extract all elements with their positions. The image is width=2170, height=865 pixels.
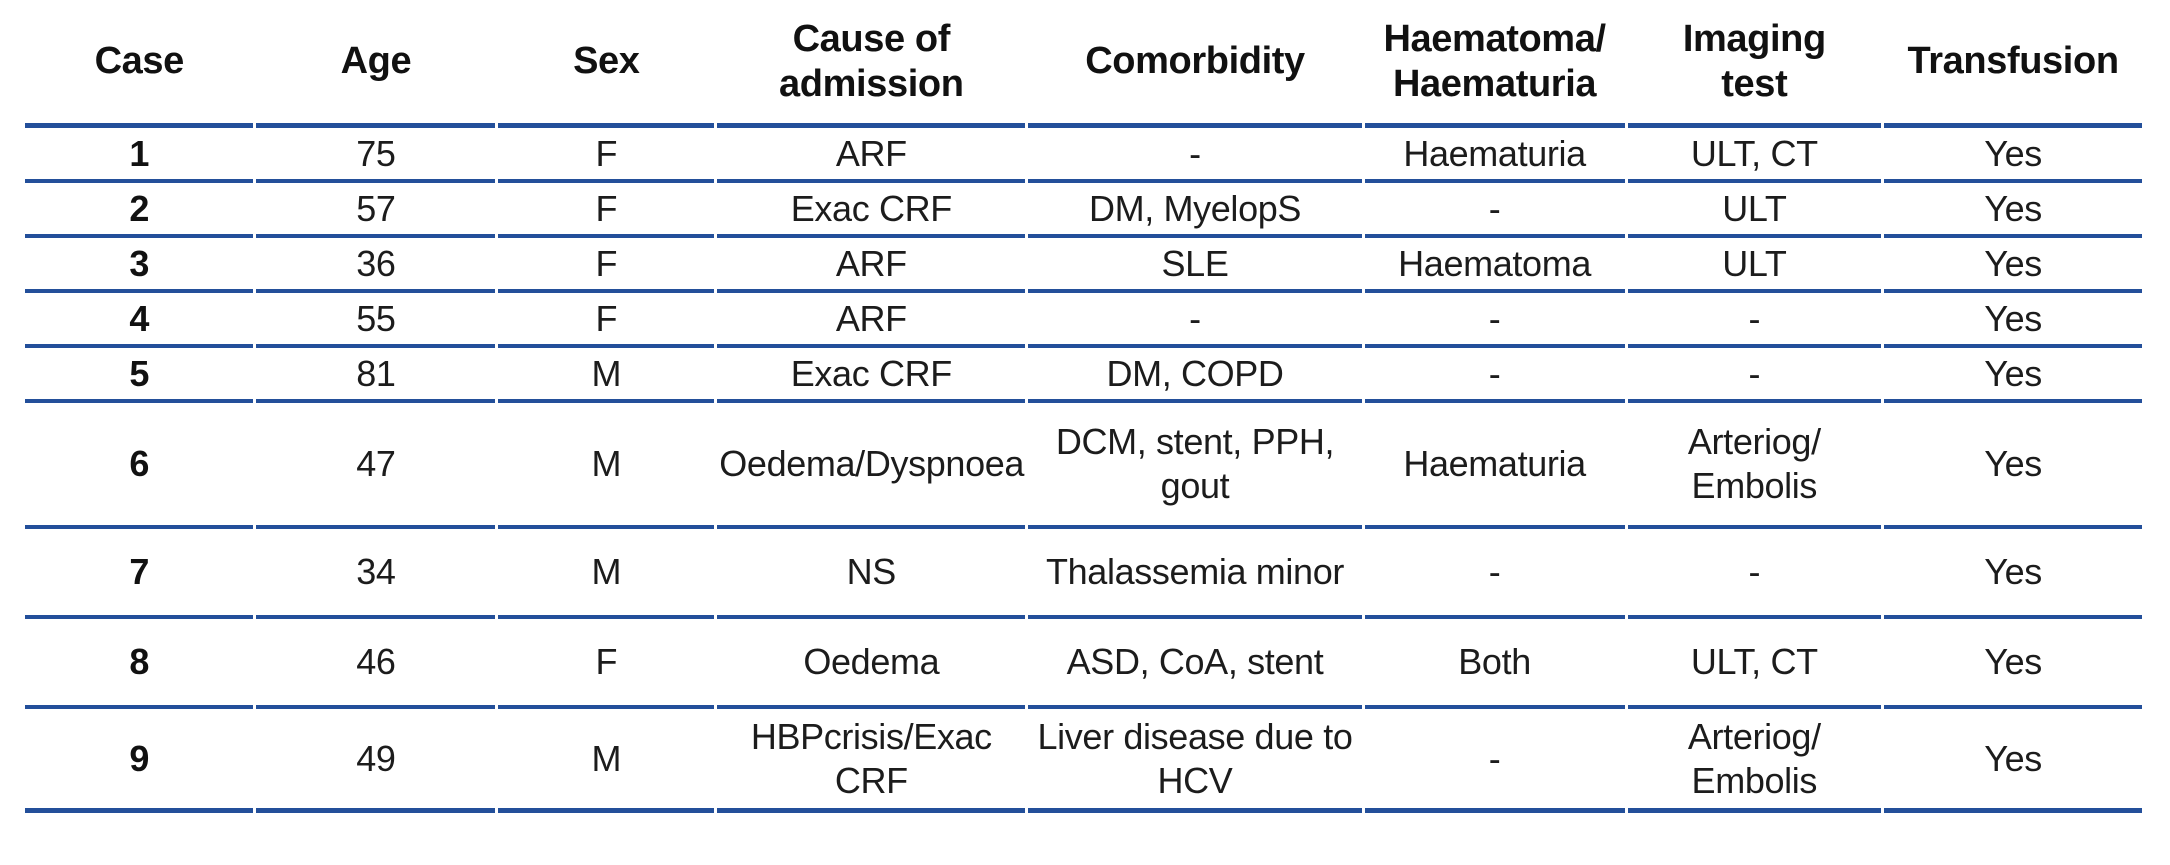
cell-sex: F — [498, 183, 715, 238]
patient-cases-table: Case Age Sex Cause of admission Comorbidity H… — [22, 0, 2145, 813]
column-header-imaging_test: Imaging test — [1627, 0, 1882, 128]
cell-transfusion: Yes — [1884, 183, 2142, 238]
cell-transfusion: Yes — [1884, 238, 2142, 293]
cell-haematoma_haematuria: - — [1364, 709, 1625, 813]
cell-transfusion: Yes — [1884, 293, 2142, 348]
cell-cause_of_admission: ARF — [717, 238, 1026, 293]
cell-imaging_test: - — [1627, 348, 1882, 403]
table-row: 1 75 F ARF - Haematuria ULT, CT Yes — [25, 128, 2142, 183]
cell-comorbidity: DM, COPD — [1028, 348, 1362, 403]
cell-comorbidity: Liver disease due to HCV — [1028, 709, 1362, 813]
cell-cause_of_admission: Oedema/Dyspnoea — [717, 403, 1026, 529]
case-number-cell: 8 — [25, 619, 254, 709]
cell-transfusion: Yes — [1884, 529, 2142, 619]
column-header-transfusion: Transfusion — [1884, 0, 2142, 128]
cell-cause_of_admission: Exac CRF — [717, 183, 1026, 238]
cell-haematoma_haematuria: - — [1364, 183, 1625, 238]
cell-age: 46 — [256, 619, 496, 709]
cell-cause_of_admission: Exac CRF — [717, 348, 1026, 403]
table-row: 2 57 F Exac CRF DM, MyelopS - ULT Yes — [25, 183, 2142, 238]
cell-haematoma_haematuria: - — [1364, 529, 1625, 619]
cell-age: 47 — [256, 403, 496, 529]
table-row: 6 47 M Oedema/Dyspnoea DCM, stent, PPH, gout… — [25, 403, 2142, 529]
cell-imaging_test: - — [1627, 529, 1882, 619]
cell-age: 34 — [256, 529, 496, 619]
column-header-haematoma_haematuria: Haematoma/ Haematuria — [1364, 0, 1625, 128]
cell-cause_of_admission: NS — [717, 529, 1026, 619]
cell-imaging_test: Arteriog/ Embolis — [1627, 709, 1882, 813]
cell-comorbidity: ASD, CoA, stent — [1028, 619, 1362, 709]
cell-age: 81 — [256, 348, 496, 403]
table-header-row: Case Age Sex Cause of admission Comorbidity H… — [25, 0, 2142, 128]
patient-cases-table-container: Case Age Sex Cause of admission Comorbidity H… — [22, 0, 2145, 813]
cell-age: 57 — [256, 183, 496, 238]
column-header-cause_of_admission: Cause of admission — [717, 0, 1026, 128]
cell-transfusion: Yes — [1884, 128, 2142, 183]
cell-haematoma_haematuria: Haematoma — [1364, 238, 1625, 293]
case-number-cell: 1 — [25, 128, 254, 183]
cell-imaging_test: ULT — [1627, 238, 1882, 293]
cell-haematoma_haematuria: - — [1364, 293, 1625, 348]
case-number-cell: 5 — [25, 348, 254, 403]
table-row: 9 49 M HBPcrisis/Exac CRF Liver disease due … — [25, 709, 2142, 813]
cell-cause_of_admission: ARF — [717, 128, 1026, 183]
case-number-cell: 7 — [25, 529, 254, 619]
cell-comorbidity: DM, MyelopS — [1028, 183, 1362, 238]
cell-sex: F — [498, 619, 715, 709]
cell-sex: F — [498, 238, 715, 293]
cell-imaging_test: ULT — [1627, 183, 1882, 238]
cell-sex: M — [498, 403, 715, 529]
cell-sex: M — [498, 348, 715, 403]
cell-cause_of_admission: Oedema — [717, 619, 1026, 709]
cell-sex: F — [498, 293, 715, 348]
cell-haematoma_haematuria: - — [1364, 348, 1625, 403]
table-row: 7 34 M NS Thalassemia minor - - Yes — [25, 529, 2142, 619]
cell-comorbidity: Thalassemia minor — [1028, 529, 1362, 619]
case-number-cell: 9 — [25, 709, 254, 813]
cell-transfusion: Yes — [1884, 403, 2142, 529]
column-header-case: Case — [25, 0, 254, 128]
cell-haematoma_haematuria: Haematuria — [1364, 403, 1625, 529]
cell-transfusion: Yes — [1884, 348, 2142, 403]
cell-age: 55 — [256, 293, 496, 348]
cell-sex: M — [498, 529, 715, 619]
table-row: 4 55 F ARF - - - Yes — [25, 293, 2142, 348]
cell-transfusion: Yes — [1884, 619, 2142, 709]
cell-imaging_test: Arteriog/ Embolis — [1627, 403, 1882, 529]
cell-cause_of_admission: HBPcrisis/Exac CRF — [717, 709, 1026, 813]
cell-cause_of_admission: ARF — [717, 293, 1026, 348]
column-header-age: Age — [256, 0, 496, 128]
cell-comorbidity: - — [1028, 293, 1362, 348]
cell-age: 75 — [256, 128, 496, 183]
cell-imaging_test: ULT, CT — [1627, 128, 1882, 183]
cell-haematoma_haematuria: Both — [1364, 619, 1625, 709]
table-row: 8 46 F Oedema ASD, CoA, stent Both ULT, CT Yes — [25, 619, 2142, 709]
cell-sex: M — [498, 709, 715, 813]
cell-comorbidity: SLE — [1028, 238, 1362, 293]
case-number-cell: 6 — [25, 403, 254, 529]
case-number-cell: 4 — [25, 293, 254, 348]
cell-imaging_test: - — [1627, 293, 1882, 348]
cell-age: 49 — [256, 709, 496, 813]
table-row: 3 36 F ARF SLE Haematoma ULT Yes — [25, 238, 2142, 293]
cell-comorbidity: DCM, stent, PPH, gout — [1028, 403, 1362, 529]
column-header-sex: Sex — [498, 0, 715, 128]
cell-imaging_test: ULT, CT — [1627, 619, 1882, 709]
case-number-cell: 2 — [25, 183, 254, 238]
cell-transfusion: Yes — [1884, 709, 2142, 813]
column-header-comorbidity: Comorbidity — [1028, 0, 1362, 128]
table-row: 5 81 M Exac CRF DM, COPD - - Yes — [25, 348, 2142, 403]
cell-age: 36 — [256, 238, 496, 293]
cell-sex: F — [498, 128, 715, 183]
cell-haematoma_haematuria: Haematuria — [1364, 128, 1625, 183]
case-number-cell: 3 — [25, 238, 254, 293]
cell-comorbidity: - — [1028, 128, 1362, 183]
